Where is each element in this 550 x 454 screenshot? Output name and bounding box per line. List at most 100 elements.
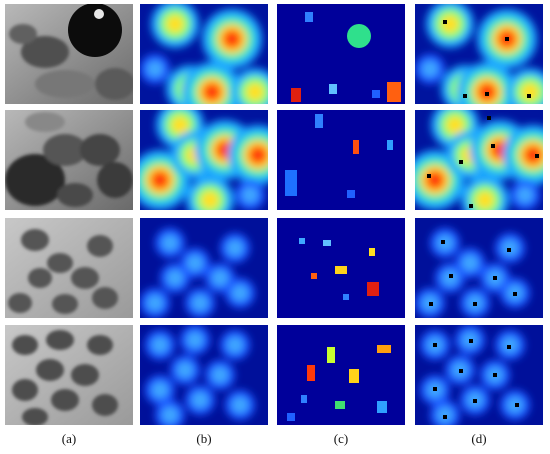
image-detail bbox=[5, 112, 133, 207]
image-detail bbox=[327, 347, 335, 363]
label-map bbox=[277, 110, 405, 210]
image-detail bbox=[28, 268, 52, 288]
image-detail bbox=[335, 266, 347, 274]
panel-label: (b) bbox=[196, 431, 211, 446]
image-detail bbox=[443, 415, 447, 419]
image-detail bbox=[469, 204, 473, 208]
image-detail bbox=[367, 282, 379, 296]
image-detail bbox=[307, 365, 315, 381]
image-detail bbox=[433, 343, 437, 347]
image-detail bbox=[463, 94, 467, 98]
image-detail bbox=[515, 403, 519, 407]
image-detail bbox=[507, 345, 511, 349]
micrograph bbox=[5, 218, 133, 318]
image-detail bbox=[387, 140, 393, 150]
image-detail bbox=[87, 235, 113, 257]
heatmap bbox=[140, 218, 268, 318]
micrograph bbox=[5, 110, 133, 210]
image-detail bbox=[469, 339, 473, 343]
image-detail bbox=[285, 170, 297, 196]
image-detail bbox=[68, 4, 122, 57]
heatmap bbox=[130, 101, 288, 224]
image-detail bbox=[429, 302, 433, 306]
image-detail bbox=[527, 94, 531, 98]
image-detail bbox=[535, 154, 539, 158]
image-detail bbox=[473, 399, 477, 403]
image-detail bbox=[80, 134, 120, 166]
image-detail bbox=[415, 218, 543, 318]
image-detail bbox=[21, 36, 69, 68]
panel-label: (d) bbox=[471, 431, 486, 446]
image-detail bbox=[427, 174, 431, 178]
image-detail bbox=[12, 330, 118, 425]
image-detail bbox=[291, 88, 301, 102]
image-detail bbox=[415, 0, 550, 122]
image-detail bbox=[47, 253, 73, 273]
image-detail bbox=[22, 408, 48, 425]
image-detail bbox=[9, 24, 37, 44]
image-detail bbox=[92, 287, 118, 309]
image-detail bbox=[347, 190, 355, 198]
image-detail bbox=[277, 4, 405, 104]
image-detail bbox=[71, 267, 99, 289]
heatmap-peaks bbox=[415, 218, 543, 318]
image-detail bbox=[369, 248, 375, 256]
image-detail bbox=[315, 114, 323, 128]
image-detail bbox=[9, 24, 133, 100]
image-detail bbox=[405, 101, 550, 224]
image-detail bbox=[87, 335, 113, 355]
image-detail bbox=[473, 302, 477, 306]
label-map bbox=[277, 325, 405, 425]
image-detail bbox=[449, 274, 453, 278]
image-detail bbox=[353, 140, 359, 154]
image-detail bbox=[377, 401, 387, 413]
image-detail bbox=[491, 144, 495, 148]
image-detail bbox=[335, 401, 345, 409]
label-map bbox=[277, 4, 405, 104]
image-detail bbox=[36, 359, 64, 381]
image-detail bbox=[277, 110, 405, 210]
image-detail bbox=[12, 379, 38, 401]
image-detail bbox=[301, 395, 307, 403]
image-detail bbox=[493, 276, 497, 280]
image-detail bbox=[51, 389, 79, 411]
image-detail bbox=[487, 116, 491, 120]
image-detail bbox=[21, 229, 49, 251]
image-detail bbox=[71, 364, 99, 386]
image-detail bbox=[387, 82, 401, 102]
image-detail bbox=[415, 325, 543, 430]
image-detail bbox=[305, 12, 313, 22]
heatmap bbox=[140, 0, 279, 122]
micrograph bbox=[5, 325, 133, 425]
image-detail bbox=[95, 68, 133, 100]
image-detail bbox=[12, 335, 38, 355]
image-detail bbox=[8, 229, 118, 314]
image-detail bbox=[8, 293, 32, 313]
image-detail bbox=[347, 24, 371, 48]
panel-label: (a) bbox=[62, 431, 76, 446]
image-detail bbox=[505, 37, 509, 41]
label-map bbox=[277, 218, 405, 318]
heatmap-peaks bbox=[405, 101, 550, 224]
image-detail bbox=[43, 134, 87, 166]
panel-label: (c) bbox=[334, 431, 348, 446]
heatmap-peaks bbox=[415, 325, 543, 430]
micrograph bbox=[5, 4, 133, 104]
image-detail bbox=[485, 92, 489, 96]
image-detail bbox=[35, 70, 95, 98]
image-detail bbox=[513, 292, 517, 296]
image-detail bbox=[25, 112, 65, 132]
image-detail bbox=[323, 240, 331, 246]
image-detail bbox=[433, 387, 437, 391]
image-detail bbox=[94, 9, 104, 19]
image-detail bbox=[493, 373, 497, 377]
image-detail bbox=[459, 369, 463, 373]
image-detail bbox=[372, 90, 380, 98]
image-detail bbox=[92, 394, 118, 416]
image-detail bbox=[343, 294, 349, 300]
image-detail bbox=[57, 183, 93, 207]
image-detail bbox=[46, 330, 74, 350]
image-detail bbox=[97, 162, 133, 198]
image-detail bbox=[287, 413, 295, 421]
